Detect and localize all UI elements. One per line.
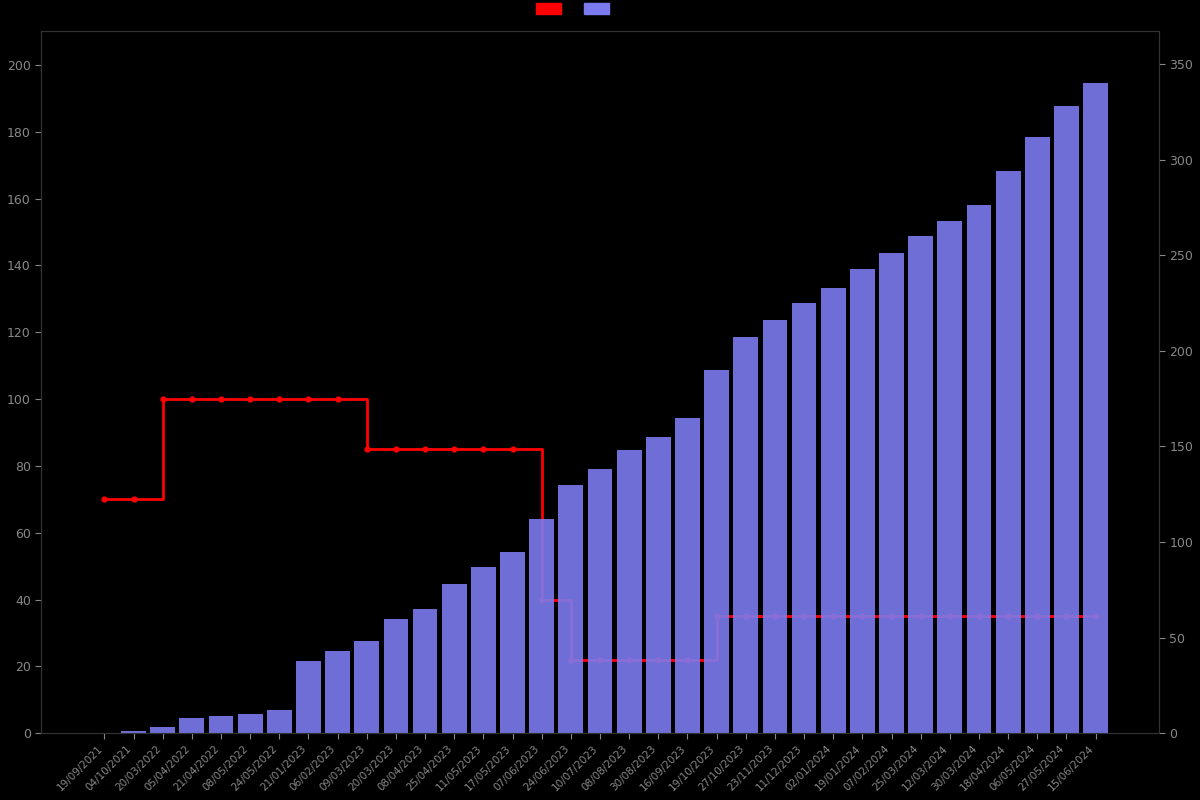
Legend: , : , bbox=[536, 2, 619, 16]
Bar bbox=[966, 206, 991, 734]
Bar bbox=[325, 651, 350, 734]
Bar bbox=[733, 338, 758, 734]
Bar bbox=[121, 731, 146, 734]
Bar bbox=[180, 718, 204, 734]
Bar bbox=[354, 642, 379, 734]
Bar bbox=[617, 450, 642, 734]
Bar bbox=[1025, 137, 1050, 734]
Bar bbox=[850, 269, 875, 734]
Bar bbox=[384, 618, 408, 734]
Bar bbox=[762, 320, 787, 734]
Bar bbox=[558, 485, 583, 734]
Bar bbox=[821, 288, 846, 734]
Bar bbox=[529, 519, 554, 734]
Bar bbox=[792, 303, 816, 734]
Bar bbox=[413, 609, 438, 734]
Bar bbox=[937, 221, 962, 734]
Bar bbox=[676, 418, 700, 734]
Bar bbox=[704, 370, 728, 734]
Bar bbox=[238, 714, 263, 734]
Bar bbox=[1054, 106, 1079, 734]
Bar bbox=[880, 254, 904, 734]
Bar bbox=[500, 551, 524, 734]
Bar bbox=[472, 567, 496, 734]
Bar bbox=[588, 470, 612, 734]
Bar bbox=[908, 236, 934, 734]
Bar bbox=[1084, 83, 1108, 734]
Bar bbox=[442, 584, 467, 734]
Bar bbox=[266, 710, 292, 734]
Bar bbox=[296, 661, 320, 734]
Bar bbox=[646, 437, 671, 734]
Bar bbox=[209, 716, 234, 734]
Bar bbox=[150, 727, 175, 734]
Bar bbox=[996, 171, 1020, 734]
